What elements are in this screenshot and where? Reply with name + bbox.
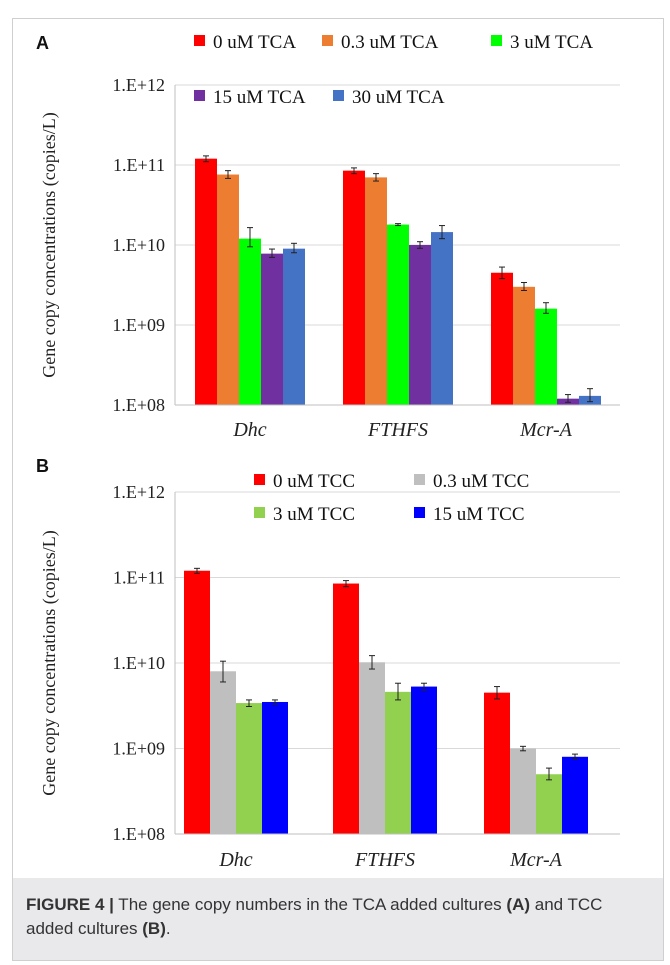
bar xyxy=(210,671,236,834)
bar xyxy=(195,158,217,405)
caption-end: . xyxy=(165,919,171,938)
caption-panel-a: (A) xyxy=(506,895,531,914)
legend-swatch xyxy=(333,90,344,101)
bar xyxy=(409,245,431,405)
bar xyxy=(343,170,365,405)
legend-label: 0.3 uM TCC xyxy=(433,471,529,492)
y-tick-label: 1.E+11 xyxy=(113,568,165,588)
legend-label: 3 uM TCA xyxy=(510,32,593,53)
bar xyxy=(184,570,210,834)
legend-label: 0.3 uM TCA xyxy=(341,32,439,53)
bar xyxy=(283,248,305,405)
y-tick-label: 1.E+09 xyxy=(112,315,165,335)
legend-label: 15 uM TCC xyxy=(433,504,525,525)
x-category-label: Mcr-A xyxy=(519,419,573,441)
caption-box xyxy=(12,878,664,961)
chart-panel-b: B 1.E+08 1.E+09 1.E+10 1.E+11 1.E+12 Gene copy… xyxy=(36,456,620,871)
caption-text-1: The gene copy numbers in the TCA added c… xyxy=(113,895,507,914)
y-tick-label: 1.E+10 xyxy=(112,235,165,255)
y-tick-label: 1.E+10 xyxy=(112,653,165,673)
x-category-label: Dhc xyxy=(232,419,266,441)
bar xyxy=(387,224,409,405)
y-tick-label: 1.E+11 xyxy=(113,155,165,175)
x-category-label: FTHFS xyxy=(354,849,415,871)
bar xyxy=(535,308,557,405)
bar xyxy=(365,177,387,405)
bar xyxy=(510,748,536,834)
y-tick-label: 1.E+12 xyxy=(112,482,165,502)
legend-label: 30 uM TCA xyxy=(352,87,445,108)
x-category-label: FTHFS xyxy=(367,419,428,441)
legend-swatch xyxy=(254,507,265,518)
bar xyxy=(236,703,262,834)
bar xyxy=(261,253,283,405)
figure-caption: FIGURE 4 | The gene copy numbers in the … xyxy=(26,893,654,941)
legend-swatch xyxy=(414,507,425,518)
legend-label: 0 uM TCC xyxy=(273,471,355,492)
bar xyxy=(562,756,588,834)
y-tick-label: 1.E+08 xyxy=(112,824,165,844)
bar xyxy=(385,691,411,834)
legend-label: 3 uM TCC xyxy=(273,504,355,525)
bar xyxy=(262,701,288,834)
x-category-label: Dhc xyxy=(218,849,252,871)
y-axis-label: Gene copy concentrations (copies/L) xyxy=(39,530,60,795)
panel-label: B xyxy=(36,456,49,476)
caption-panel-b: (B) xyxy=(142,919,166,938)
bar xyxy=(217,174,239,405)
bar xyxy=(411,686,437,834)
bar xyxy=(536,774,562,834)
bar xyxy=(333,583,359,834)
legend-label: 0 uM TCA xyxy=(213,32,296,53)
caption-lead: FIGURE 4 | xyxy=(26,895,114,914)
x-category-label: Mcr-A xyxy=(509,849,563,871)
y-axis-label: Gene copy concentrations (copies/L) xyxy=(39,112,60,377)
bar xyxy=(239,238,261,405)
caption-text-2: and TCC added cultures xyxy=(26,895,603,938)
legend-swatch xyxy=(414,474,425,485)
bar xyxy=(359,662,385,834)
y-tick-label: 1.E+08 xyxy=(112,395,165,415)
bar xyxy=(513,286,535,405)
y-tick-label: 1.E+12 xyxy=(112,75,165,95)
legend-swatch xyxy=(194,90,205,101)
y-tick-label: 1.E+09 xyxy=(112,739,165,759)
bar xyxy=(431,232,453,405)
legend-swatch xyxy=(194,35,205,46)
bar xyxy=(491,272,513,405)
legend-label: 15 uM TCA xyxy=(213,87,306,108)
legend-swatch xyxy=(254,474,265,485)
panel-label: A xyxy=(36,33,49,53)
bar xyxy=(484,692,510,834)
legend-swatch xyxy=(491,35,502,46)
legend-swatch xyxy=(322,35,333,46)
chart-panel-a: A 1.E+08 1.E+09 1.E+10 1.E+11 1.E+12 Gene copy… xyxy=(36,32,620,441)
